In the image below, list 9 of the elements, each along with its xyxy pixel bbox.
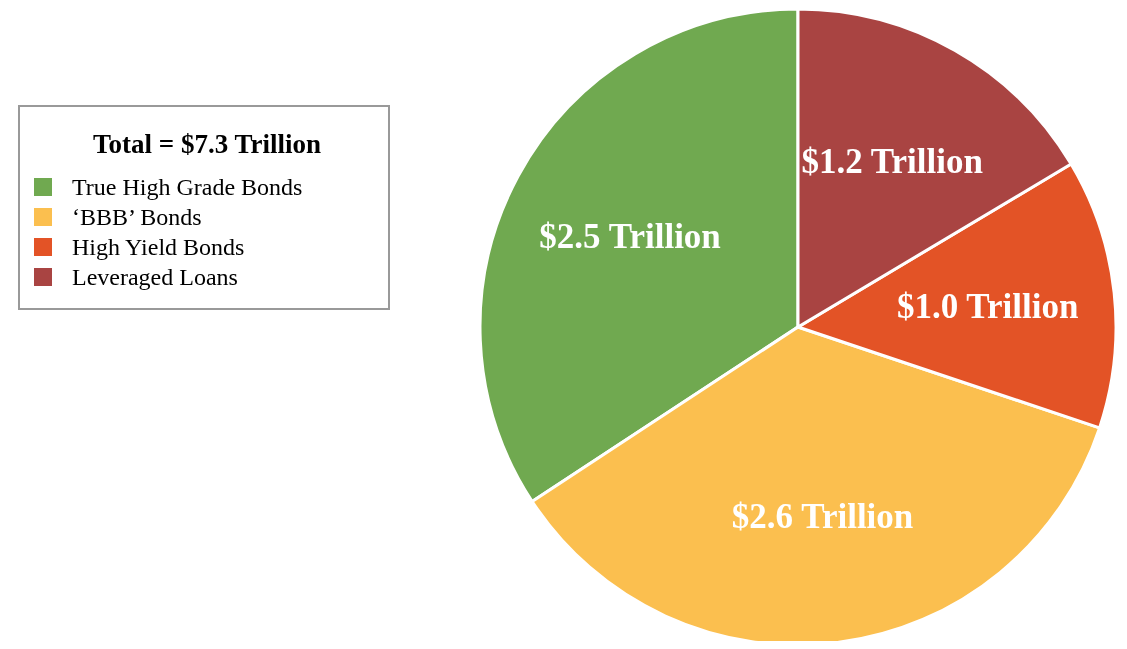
legend-label: Leveraged Loans: [72, 263, 238, 292]
legend-title: Total = $7.3 Trillion: [92, 129, 322, 160]
data-label: $1.0 Trillion: [896, 287, 1079, 327]
legend-label: True High Grade Bonds: [72, 173, 303, 202]
legend-label: ‘BBB’ Bonds: [72, 203, 202, 232]
legend-label: High Yield Bonds: [72, 233, 245, 262]
data-label: $2.6 Trillion: [731, 496, 914, 536]
data-label: $1.2 Trillion: [801, 141, 983, 181]
data-label: $2.5 Trillion: [539, 216, 721, 256]
